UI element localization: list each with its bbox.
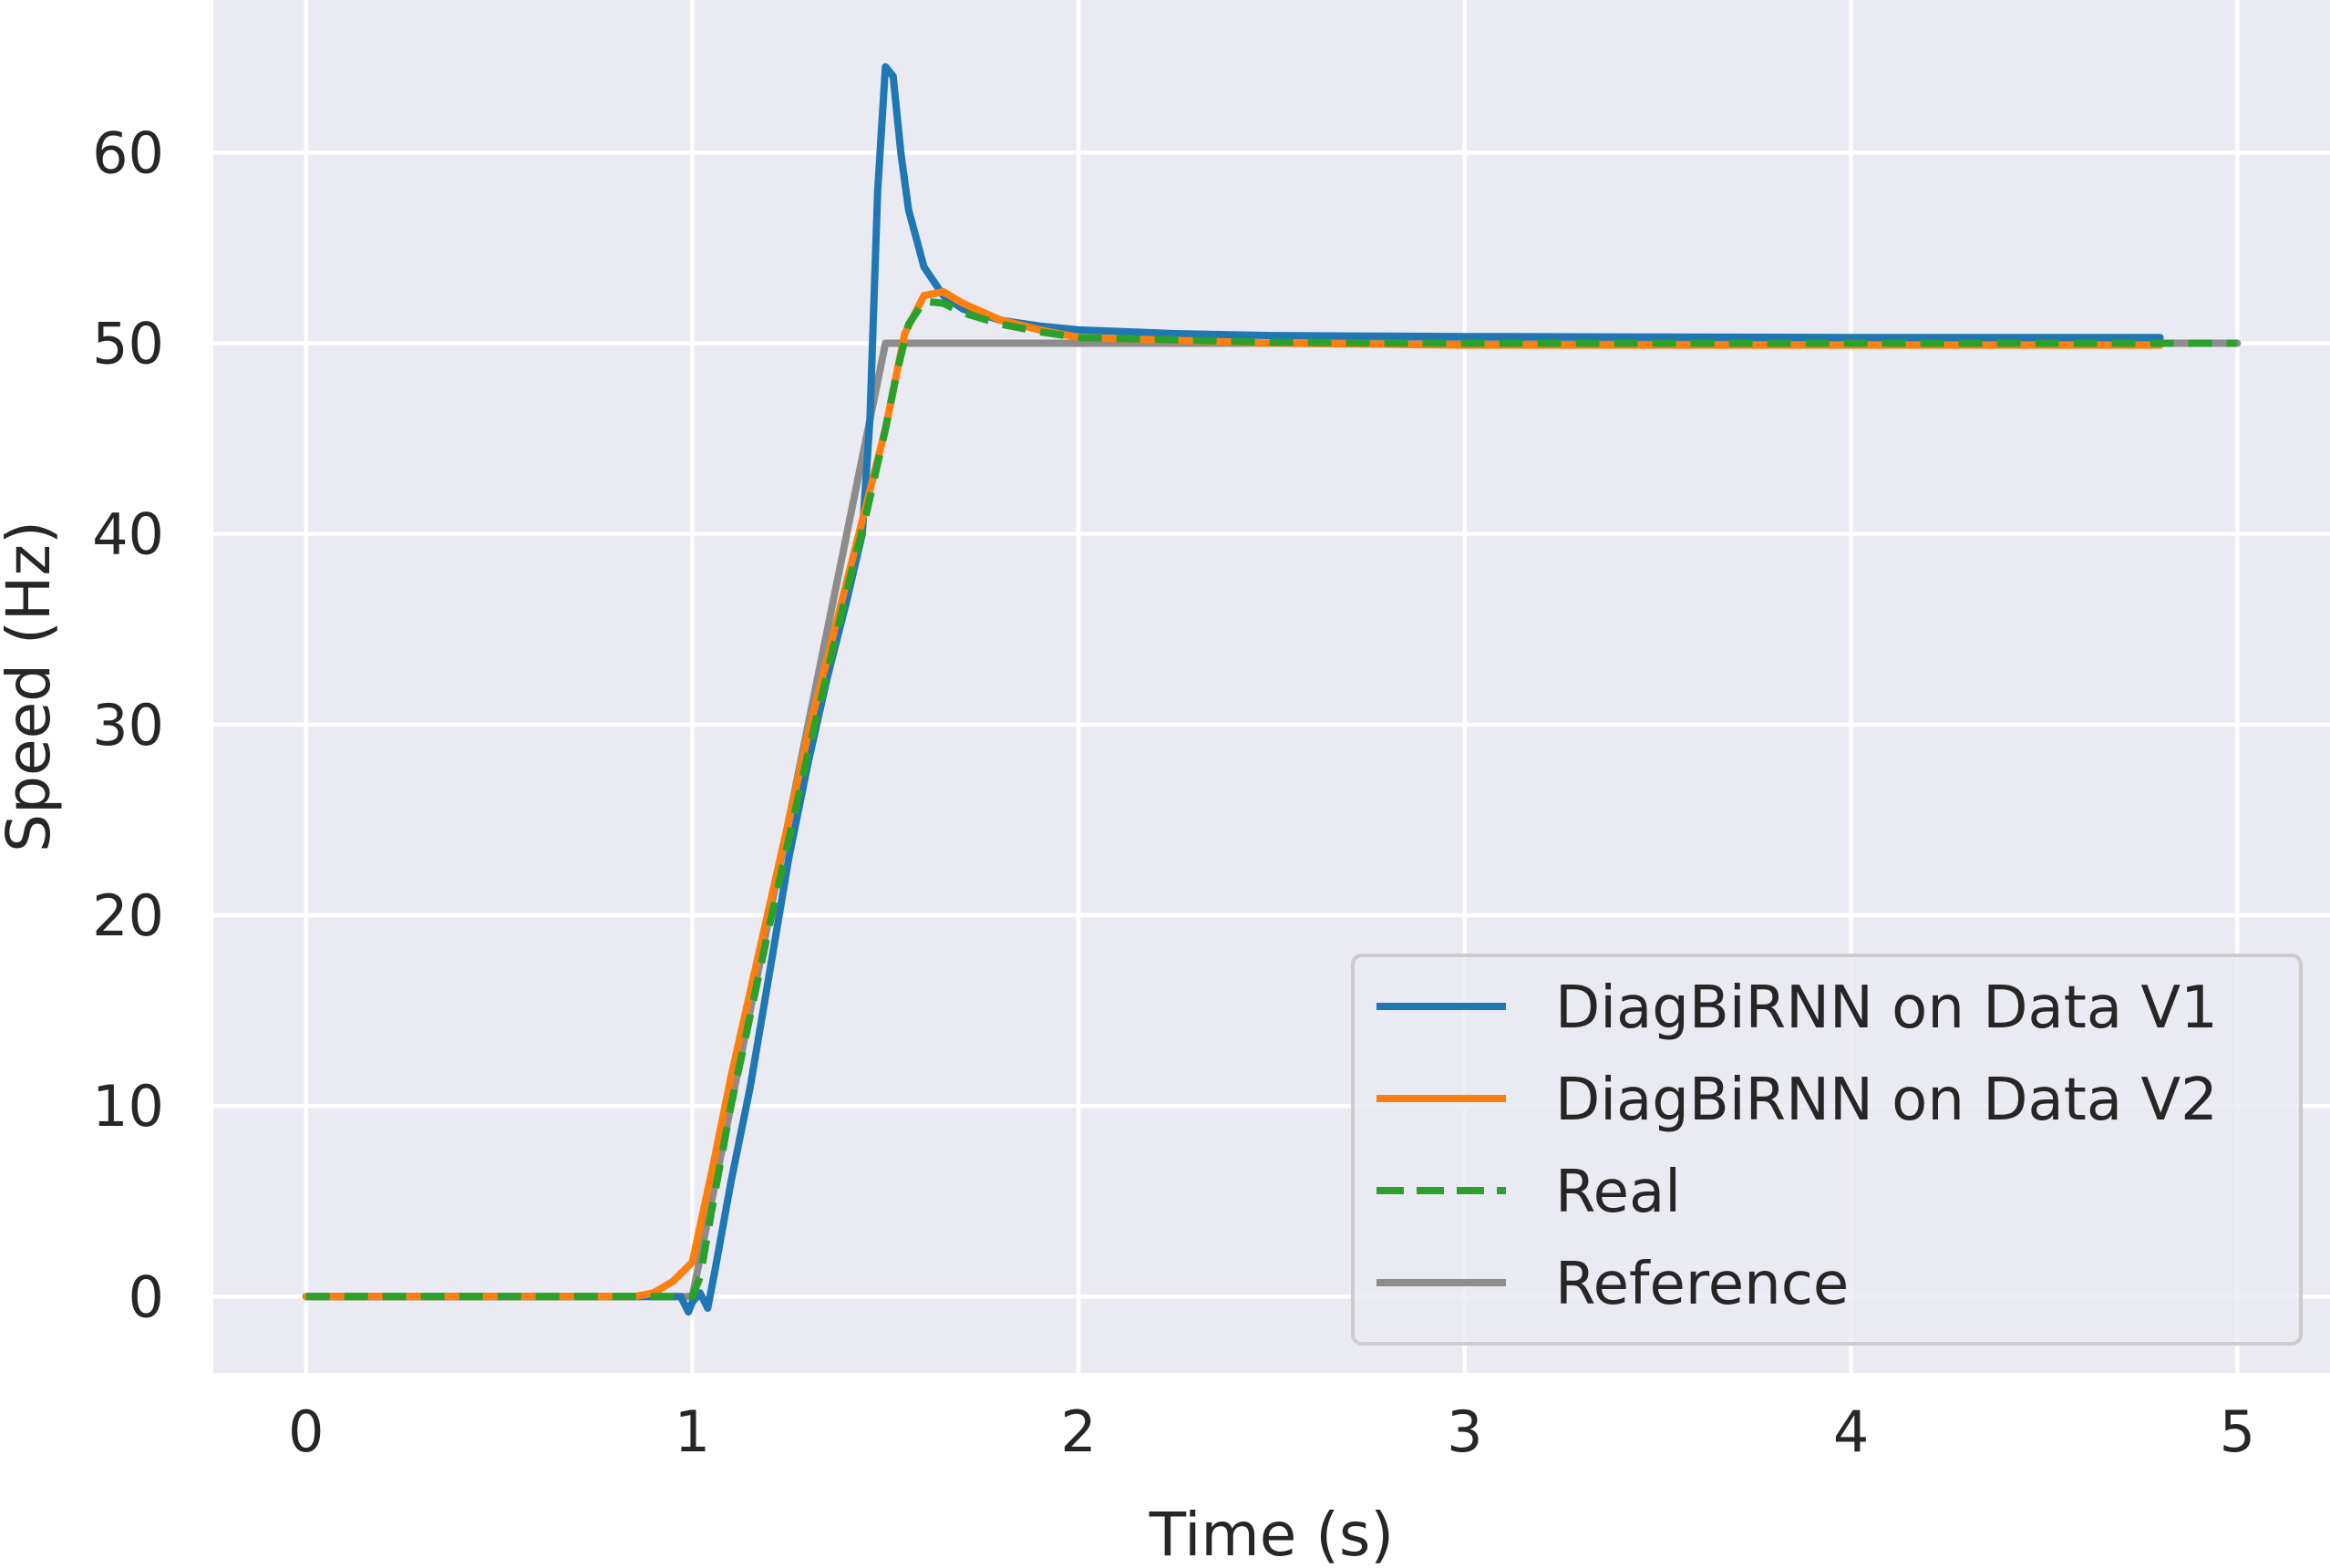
x-tick-label: 5 [2220, 1398, 2255, 1465]
x-axis-label: Time (s) [1149, 1500, 1394, 1568]
legend-label-v2: DiagBiRNN on Data V2 [1555, 1067, 2218, 1134]
x-tick-label: 4 [1833, 1398, 1869, 1465]
legend: DiagBiRNN on Data V1 DiagBiRNN on Data V… [1351, 954, 2303, 1346]
legend-label-real: Real [1555, 1159, 1681, 1226]
y-tick-label: 0 [129, 1264, 164, 1330]
legend-box [1351, 954, 2303, 1346]
y-tick-label: 40 [92, 501, 164, 568]
legend-label-reference: Reference [1555, 1251, 1849, 1318]
y-tick-label: 10 [92, 1073, 164, 1140]
x-tick-label: 3 [1447, 1398, 1482, 1465]
y-tick-label: 20 [92, 882, 164, 949]
y-tick-label: 50 [92, 311, 164, 377]
y-axis-label: Speed (Hz) [0, 521, 64, 852]
legend-label-v1: DiagBiRNN on Data V1 [1555, 975, 2218, 1042]
x-axis-ticks: 0 1 2 3 4 5 [288, 1398, 2255, 1465]
series-layer [302, 63, 2242, 1316]
y-tick-label: 30 [92, 692, 164, 758]
x-tick-label: 1 [675, 1398, 710, 1465]
x-tick-label: 0 [288, 1398, 324, 1465]
y-axis-ticks: 0 10 20 30 40 50 60 [92, 119, 164, 1330]
grid-lines [213, 0, 2330, 1373]
series-line-diagbirnn-on-data-v1 [302, 63, 2164, 1316]
y-tick-label: 60 [92, 119, 164, 186]
x-tick-label: 2 [1060, 1398, 1096, 1465]
